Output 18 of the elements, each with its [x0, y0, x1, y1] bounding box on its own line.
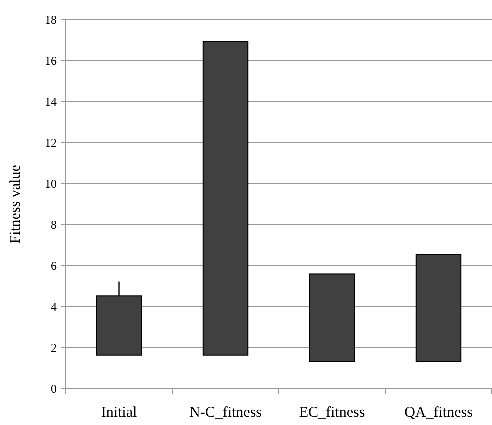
y-axis-title: Fitness value [8, 164, 24, 244]
y-tick-label: 18 [45, 13, 57, 28]
bar [416, 254, 462, 362]
y-tick-label: 14 [45, 95, 57, 110]
bar [202, 41, 249, 356]
y-tick-label: 0 [51, 382, 57, 396]
y-tick-label: 16 [45, 54, 57, 68]
y-tick-label: 4 [51, 300, 57, 314]
x-tick-label: EC_fitness [299, 405, 366, 421]
x-tick-label: N-C_fitness [190, 405, 262, 421]
y-tick-label: 8 [51, 218, 57, 232]
y-tick-label: 6 [51, 259, 57, 274]
y-tick-label: 2 [51, 341, 57, 356]
y-tick-label: 10 [45, 177, 57, 192]
x-tick-label: Initial [101, 405, 138, 421]
x-tick-label: QA_fitness [404, 405, 474, 421]
bar [309, 274, 356, 362]
y-tick-label: 12 [45, 136, 57, 150]
